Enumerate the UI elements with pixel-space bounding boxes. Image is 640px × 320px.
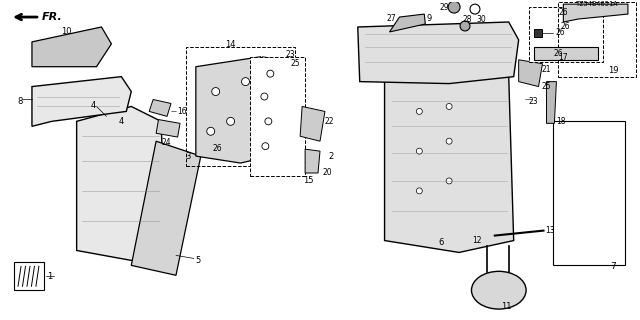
Bar bbox=[558, 2, 636, 77]
Bar bbox=[534, 29, 541, 37]
Text: 25: 25 bbox=[541, 82, 551, 91]
Text: 5: 5 bbox=[196, 256, 201, 265]
Polygon shape bbox=[534, 47, 598, 60]
Text: 25: 25 bbox=[290, 59, 300, 68]
Text: 27: 27 bbox=[387, 14, 396, 23]
Text: 26: 26 bbox=[561, 22, 570, 31]
Circle shape bbox=[460, 21, 470, 31]
Text: 23: 23 bbox=[529, 97, 538, 106]
Circle shape bbox=[207, 127, 214, 135]
Text: 4: 4 bbox=[91, 101, 96, 110]
Bar bbox=[156, 120, 180, 137]
Circle shape bbox=[446, 138, 452, 144]
Polygon shape bbox=[385, 67, 514, 252]
Text: 24: 24 bbox=[161, 138, 171, 147]
Polygon shape bbox=[547, 82, 556, 123]
Text: 26: 26 bbox=[213, 144, 223, 153]
Circle shape bbox=[446, 103, 452, 109]
Polygon shape bbox=[77, 107, 166, 260]
Text: 29: 29 bbox=[440, 3, 449, 12]
Circle shape bbox=[487, 236, 495, 244]
Bar bbox=[186, 47, 295, 166]
Polygon shape bbox=[196, 57, 275, 163]
Text: 22: 22 bbox=[325, 117, 335, 126]
Polygon shape bbox=[32, 77, 131, 126]
Text: 3: 3 bbox=[186, 152, 191, 161]
Circle shape bbox=[470, 4, 480, 14]
Bar bbox=[529, 7, 603, 62]
Text: 26: 26 bbox=[558, 8, 568, 17]
Circle shape bbox=[267, 70, 274, 77]
Text: 12: 12 bbox=[472, 236, 482, 245]
Circle shape bbox=[446, 178, 452, 184]
Text: 9: 9 bbox=[427, 14, 432, 23]
Circle shape bbox=[265, 118, 272, 125]
Circle shape bbox=[227, 117, 235, 125]
Ellipse shape bbox=[472, 271, 526, 309]
Polygon shape bbox=[390, 14, 426, 32]
Text: 11: 11 bbox=[502, 302, 512, 311]
Text: 21: 21 bbox=[541, 65, 551, 74]
Text: 23: 23 bbox=[285, 50, 295, 59]
Text: 26: 26 bbox=[554, 49, 563, 58]
Circle shape bbox=[448, 1, 460, 13]
Polygon shape bbox=[32, 27, 111, 67]
Bar bbox=[250, 57, 305, 176]
Text: 6: 6 bbox=[439, 238, 444, 247]
Polygon shape bbox=[300, 107, 325, 141]
Text: 16: 16 bbox=[177, 107, 187, 116]
Text: 2: 2 bbox=[328, 152, 333, 161]
Text: 30: 30 bbox=[476, 15, 486, 24]
Text: TZ54B4051A: TZ54B4051A bbox=[575, 1, 618, 7]
Bar bbox=[554, 121, 625, 265]
Text: 1: 1 bbox=[47, 272, 52, 281]
Polygon shape bbox=[518, 60, 543, 87]
Text: 17: 17 bbox=[559, 53, 568, 62]
Polygon shape bbox=[260, 57, 295, 92]
Polygon shape bbox=[358, 22, 518, 84]
Polygon shape bbox=[149, 100, 171, 116]
Polygon shape bbox=[563, 4, 628, 22]
Circle shape bbox=[212, 88, 220, 95]
Text: 20: 20 bbox=[323, 169, 333, 178]
Circle shape bbox=[241, 78, 250, 85]
Polygon shape bbox=[447, 179, 461, 243]
Text: 8: 8 bbox=[17, 97, 22, 106]
Text: 14: 14 bbox=[225, 40, 236, 49]
Polygon shape bbox=[131, 141, 201, 275]
Text: FR.: FR. bbox=[42, 12, 63, 22]
Text: 28: 28 bbox=[462, 15, 472, 24]
Text: 4: 4 bbox=[118, 117, 124, 126]
Polygon shape bbox=[305, 149, 320, 173]
Circle shape bbox=[417, 108, 422, 114]
Text: 7: 7 bbox=[610, 262, 616, 271]
Circle shape bbox=[417, 148, 422, 154]
Circle shape bbox=[417, 188, 422, 194]
Text: 19: 19 bbox=[608, 66, 618, 75]
Text: 26: 26 bbox=[556, 28, 565, 37]
Text: 10: 10 bbox=[61, 27, 72, 36]
Circle shape bbox=[261, 93, 268, 100]
Text: 13: 13 bbox=[545, 226, 555, 235]
Bar bbox=[14, 262, 44, 290]
Text: 15: 15 bbox=[303, 176, 314, 185]
Text: 18: 18 bbox=[556, 117, 566, 126]
Circle shape bbox=[262, 143, 269, 150]
